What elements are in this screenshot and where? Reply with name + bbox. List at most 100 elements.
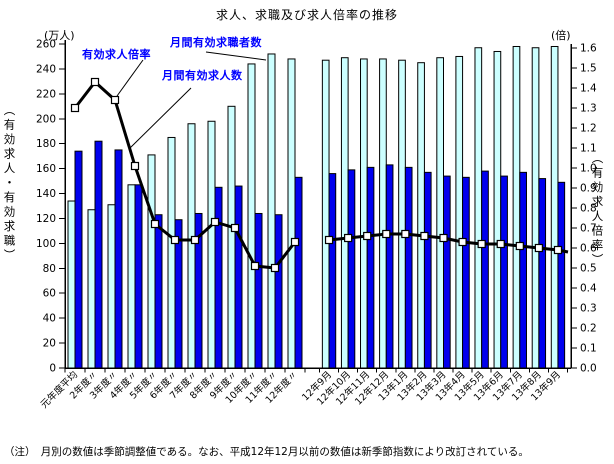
ratio-marker xyxy=(344,233,353,243)
bar-seekers xyxy=(340,57,349,369)
bar-openings xyxy=(194,212,203,369)
bar-seekers xyxy=(87,209,96,369)
bar-seekers xyxy=(398,59,406,369)
annotation-seekers-label: 月間有効求職者数 xyxy=(170,36,262,49)
right-axis-tick-label: 1.1 xyxy=(580,143,597,155)
bar-seekers xyxy=(455,55,464,369)
left-axis-tick-label: 260 xyxy=(36,39,56,51)
ratio-marker xyxy=(401,229,410,239)
bar-seekers xyxy=(531,47,540,369)
right-axis-tick-label: 0.6 xyxy=(580,243,597,255)
bar-seekers xyxy=(107,204,116,369)
bar-seekers xyxy=(167,136,176,369)
left-axis-tick-label: 240 xyxy=(36,63,56,75)
bar-openings xyxy=(114,149,123,369)
left-axis-tick-label: 20 xyxy=(43,338,56,350)
bar-seekers xyxy=(360,58,368,369)
left-axis-tick-label: 140 xyxy=(36,188,56,200)
ratio-marker xyxy=(210,217,220,227)
bar-seekers xyxy=(379,58,387,369)
bar-seekers xyxy=(474,47,483,369)
ratio-marker xyxy=(420,231,429,241)
ratio-marker xyxy=(515,241,524,251)
right-axis-tick-label: 0.4 xyxy=(580,283,597,295)
bar-seekers xyxy=(247,63,256,369)
bar-seekers xyxy=(550,45,559,369)
right-axis-title: （有効求人倍率） xyxy=(590,152,605,268)
ratio-marker xyxy=(382,229,391,239)
left-axis-tick-label: 200 xyxy=(36,113,56,125)
left-axis-tick-label: 40 xyxy=(43,313,56,325)
bar-seekers xyxy=(512,45,521,369)
left-axis-tick-label: 80 xyxy=(43,263,56,275)
left-axis-tick-label: 100 xyxy=(36,238,56,250)
left-axis-unit: (万人) xyxy=(44,29,75,42)
ratio-marker xyxy=(150,219,160,229)
bar-openings xyxy=(214,186,223,369)
ratio-marker xyxy=(110,95,120,105)
ratio-marker xyxy=(439,233,448,243)
leader-line-seekers xyxy=(205,51,267,61)
bar-openings xyxy=(154,214,163,369)
ratio-marker xyxy=(496,239,505,249)
left-axis-tick-label: 120 xyxy=(36,213,56,225)
bar-seekers xyxy=(147,154,156,369)
bar-openings xyxy=(328,173,337,369)
bar-openings xyxy=(443,175,451,369)
bar-openings xyxy=(557,181,566,369)
right-axis-tick-label: 0.9 xyxy=(580,183,597,195)
bar-seekers xyxy=(67,200,76,369)
left-axis-title: （有効求人・有効求職） xyxy=(2,104,17,264)
bar-seekers xyxy=(493,50,502,369)
left-axis-tick-label: 0 xyxy=(49,363,56,375)
ratio-marker xyxy=(90,77,100,87)
bar-openings xyxy=(500,175,508,369)
ratio-marker xyxy=(250,261,260,271)
bar-seekers xyxy=(287,58,296,369)
right-axis-tick-label: 0.2 xyxy=(580,323,597,335)
right-axis-tick-label: 0.3 xyxy=(580,303,597,315)
bar-openings xyxy=(481,170,489,369)
ratio-marker xyxy=(553,245,563,255)
left-axis-tick-label: 160 xyxy=(36,163,56,175)
right-axis-tick-label: 0.0 xyxy=(580,363,597,375)
ratio-marker xyxy=(324,235,334,245)
bar-seekers xyxy=(417,62,425,369)
left-axis-tick-label: 180 xyxy=(36,138,56,150)
bar-openings xyxy=(462,176,470,369)
bar-openings xyxy=(423,171,432,369)
leader-line-ratio xyxy=(116,59,144,97)
ratio-marker xyxy=(70,103,80,113)
annotation-openings-label: 月間有効求人数 xyxy=(162,69,243,82)
ratio-marker xyxy=(230,223,240,233)
ratio-marker xyxy=(190,235,200,245)
bar-openings xyxy=(538,178,547,369)
right-axis-tick-label: 0.5 xyxy=(580,263,597,275)
ratio-marker xyxy=(477,239,486,249)
bar-openings xyxy=(134,184,143,369)
bar-openings xyxy=(234,185,243,369)
bar-seekers xyxy=(187,123,196,369)
bar-seekers xyxy=(127,184,136,369)
leader-line-openings xyxy=(128,87,192,150)
bar-openings xyxy=(347,169,356,369)
bar-openings xyxy=(274,214,283,369)
left-axis-tick-label: 60 xyxy=(43,288,56,300)
annotation-ratio-label: 有効求人倍率 xyxy=(82,48,151,61)
bar-seekers xyxy=(321,59,330,369)
bar-openings xyxy=(254,212,263,369)
ratio-marker xyxy=(170,235,180,245)
bar-seekers xyxy=(267,53,276,369)
right-axis-tick-label: 1.2 xyxy=(580,123,597,135)
right-axis-tick-label: 0.1 xyxy=(580,343,597,355)
bar-openings xyxy=(174,219,183,369)
right-axis-tick-label: 1.5 xyxy=(580,63,597,75)
right-axis-tick-label: 0.8 xyxy=(580,203,597,215)
ratio-marker xyxy=(363,231,372,241)
right-axis-tick-label: 1.0 xyxy=(580,163,597,175)
ratio-marker xyxy=(270,263,280,273)
bar-openings xyxy=(94,140,103,369)
bar-openings xyxy=(404,166,413,369)
bar-seekers xyxy=(436,57,445,369)
